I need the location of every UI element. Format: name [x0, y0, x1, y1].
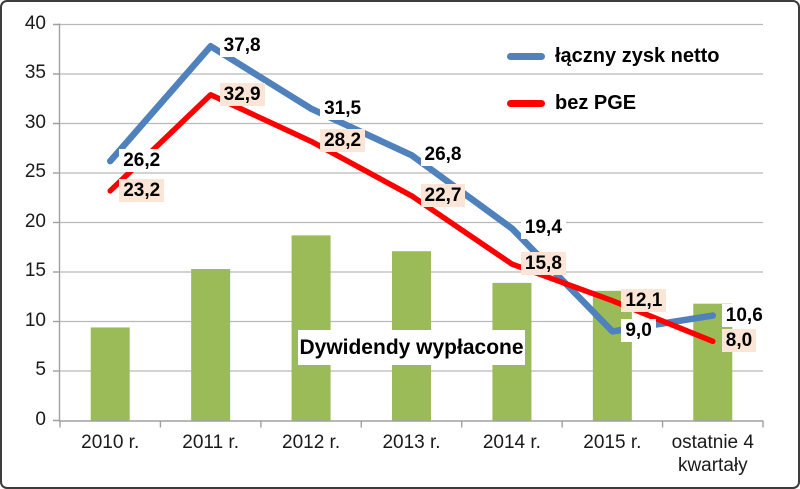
point-label: 37,8 — [219, 34, 265, 58]
line-series-1 — [106, 43, 717, 335]
point-label: 10,6 — [721, 303, 767, 327]
bar-6 — [592, 290, 632, 421]
y-tick-label: 30 — [24, 111, 46, 133]
legend-label: bez PGE — [555, 91, 637, 114]
x-tick-label: 2011 r. — [182, 432, 239, 453]
point-label: 23,2 — [119, 178, 165, 202]
point-label: 12,1 — [621, 288, 667, 312]
legend-line-swatch — [507, 52, 545, 60]
x-tick-label: 2015 r. — [583, 432, 642, 453]
point-label: 19,4 — [520, 216, 566, 240]
point-label: 22,7 — [420, 183, 466, 207]
point-label: 26,8 — [420, 143, 466, 167]
y-tick-label: 10 — [24, 309, 46, 331]
bar-1 — [90, 327, 130, 421]
legend-label: łączny zysk netto — [555, 44, 720, 67]
y-tick-label: 25 — [24, 161, 46, 182]
x-tick-label: 2014 r. — [482, 432, 541, 453]
line-series-2 — [107, 92, 716, 345]
point-label: 31,5 — [320, 96, 366, 120]
point-label: 9,0 — [621, 319, 656, 343]
point-label: 26,2 — [119, 149, 165, 173]
y-tick-label: 5 — [35, 359, 46, 380]
legend-item-1: łączny zysk netto — [507, 44, 720, 68]
bar-series-label: Dywidendy wypłacone — [298, 330, 525, 365]
x-tick-label: 2013 r. — [382, 432, 441, 453]
x-tick-label: ostatnie 4 kwartały — [671, 432, 754, 476]
legend-item-2: bez PGE — [507, 91, 720, 115]
point-label: 32,9 — [219, 82, 265, 106]
point-label: 28,2 — [320, 129, 366, 153]
legend: łączny zysk netto bez PGE — [507, 44, 720, 138]
point-label: 15,8 — [520, 252, 566, 276]
bar-3 — [291, 235, 331, 421]
y-tick-label: 20 — [24, 210, 46, 232]
point-label: 8,0 — [721, 329, 757, 353]
y-tick-label: 35 — [24, 62, 46, 83]
y-tick-label: 40 — [24, 12, 46, 34]
y-tick-label: 0 — [35, 408, 46, 430]
x-tick-label: 2012 r. — [282, 432, 341, 453]
x-tick-label: 2010 r. — [81, 432, 140, 453]
bar-2 — [191, 269, 231, 421]
y-tick-label: 15 — [24, 260, 46, 281]
legend-line-swatch — [507, 99, 545, 107]
